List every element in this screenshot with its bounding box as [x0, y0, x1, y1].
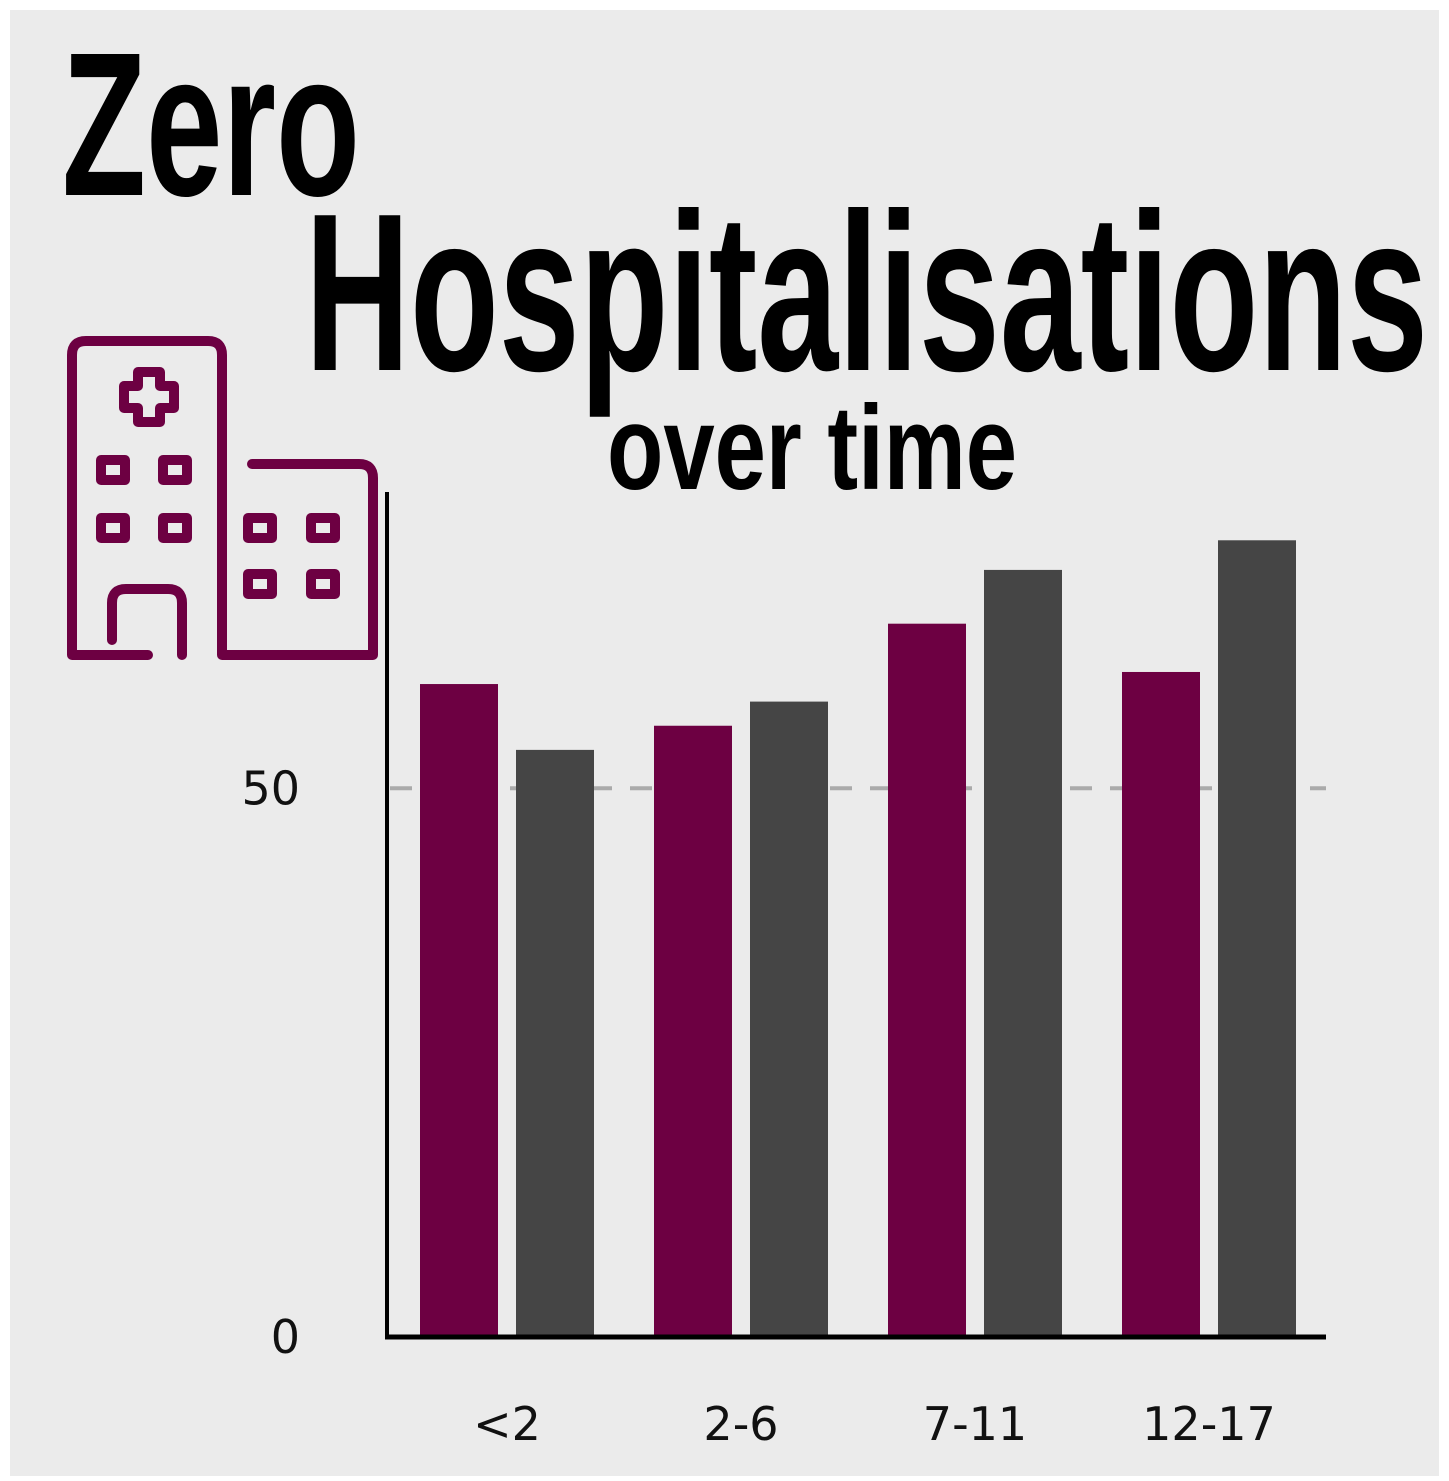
x-tick-label: <2: [473, 1397, 541, 1451]
x-tick-label: 2-6: [703, 1397, 778, 1451]
chart-title: Hospitalisations: [305, 166, 1428, 418]
x-tick-label: 7-11: [923, 1397, 1027, 1451]
bar: [888, 623, 966, 1337]
bar: [516, 749, 594, 1337]
bar: [420, 684, 498, 1337]
bar: [750, 701, 828, 1337]
x-tick-label: 12-17: [1142, 1397, 1276, 1451]
chart-subtitle: over time: [607, 381, 1017, 515]
y-tick-label: 0: [271, 1310, 300, 1364]
hospital-icon: [67, 336, 378, 660]
bar: [1122, 671, 1200, 1337]
bar: [984, 569, 1062, 1337]
bar: [1218, 540, 1296, 1337]
chart-title: Zero: [62, 10, 360, 239]
bar: [654, 725, 732, 1337]
y-tick-label: 50: [241, 761, 300, 815]
